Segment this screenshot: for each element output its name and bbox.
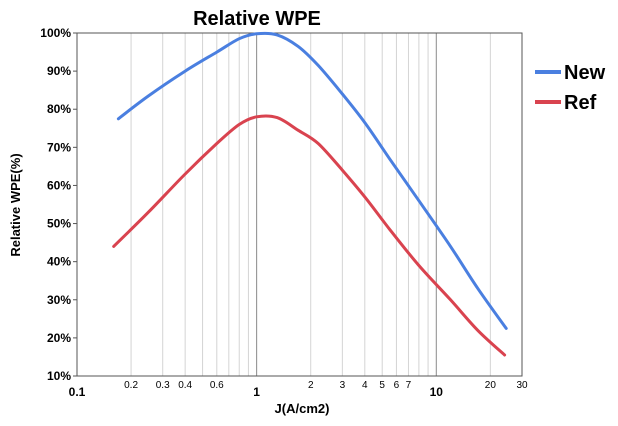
grid [76,33,523,376]
x-minor-tick-label: 20 [485,380,497,391]
y-axis-label: Relative WPE(%) [8,153,23,256]
x-minor-tick-label: 7 [406,380,412,391]
plot-area-frame [76,32,523,377]
x-tick-label: 1 [253,385,260,399]
x-minor-tick-label: 3 [340,380,346,391]
x-minor-tick-label: 5 [379,380,385,391]
y-axis-ticks: 10% 20% 30% 40% 50% 60% 70% 80% 90% 100% [40,26,77,383]
x-tick-label: 0.1 [69,385,86,399]
y-tick-label: 10% [47,369,71,383]
x-minor-tick-label: 0.4 [178,380,192,391]
y-tick-label: 100% [40,26,71,40]
x-minor-tick-label: 6 [394,380,400,391]
x-minor-tick-label: 0.6 [210,380,224,391]
x-minor-tick-label: 0.3 [156,380,170,391]
legend-label-new: New [564,62,606,84]
series-lines [112,31,508,357]
x-minor-tick-label: 0.2 [124,380,138,391]
y-tick-label: 90% [47,64,71,78]
y-tick-label: 50% [47,217,71,231]
x-axis-label: J(A/cm2) [275,401,330,416]
legend: New Ref [535,62,606,114]
x-minor-tick-label: 2 [308,380,314,391]
y-tick-label: 30% [47,293,71,307]
x-axis-ticks: 0.1 1 10 0.2 0.3 0.4 0.6 2 3 4 5 6 7 20 30 [69,380,528,399]
y-tick-label: 60% [47,178,71,192]
series-line-ref [112,114,507,357]
y-tick-label: 20% [47,331,71,345]
chart-title: Relative WPE [193,8,321,30]
x-tick-label: 10 [430,385,444,399]
x-minor-tick-label: 30 [516,380,528,391]
y-tick-label: 70% [47,140,71,154]
y-tick-label: 40% [47,255,71,269]
x-minor-tick-label: 4 [362,380,368,391]
series-line-new [116,31,508,330]
y-tick-label: 80% [47,102,71,116]
legend-label-ref: Ref [564,92,597,114]
